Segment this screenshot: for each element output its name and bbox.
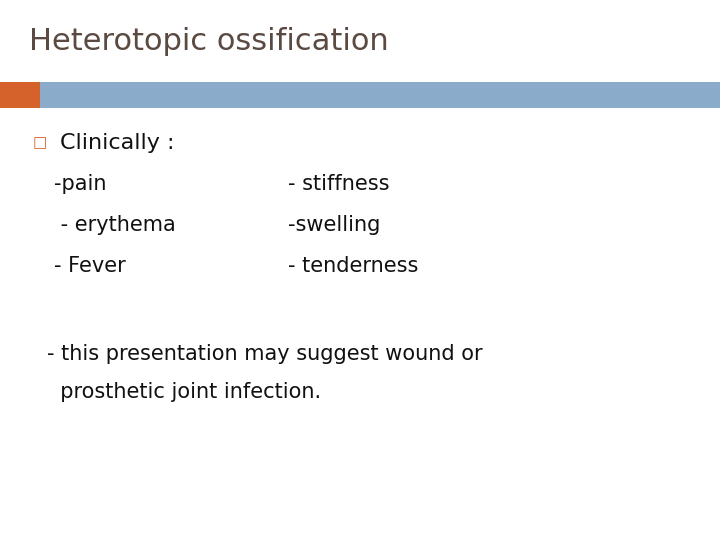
Text: - this presentation may suggest wound or: - this presentation may suggest wound or	[47, 343, 482, 364]
Text: - Fever: - Fever	[54, 255, 126, 276]
Text: -swelling: -swelling	[288, 214, 380, 235]
Text: -pain: -pain	[54, 173, 107, 194]
FancyBboxPatch shape	[0, 82, 40, 108]
Text: - tenderness: - tenderness	[288, 255, 418, 276]
Text: - stiffness: - stiffness	[288, 173, 390, 194]
Text: Heterotopic ossification: Heterotopic ossification	[29, 27, 389, 56]
Text: Clinically :: Clinically :	[60, 133, 174, 153]
Text: prosthetic joint infection.: prosthetic joint infection.	[47, 381, 321, 402]
Text: □: □	[32, 136, 47, 151]
Text: - erythema: - erythema	[54, 214, 176, 235]
FancyBboxPatch shape	[40, 82, 720, 108]
